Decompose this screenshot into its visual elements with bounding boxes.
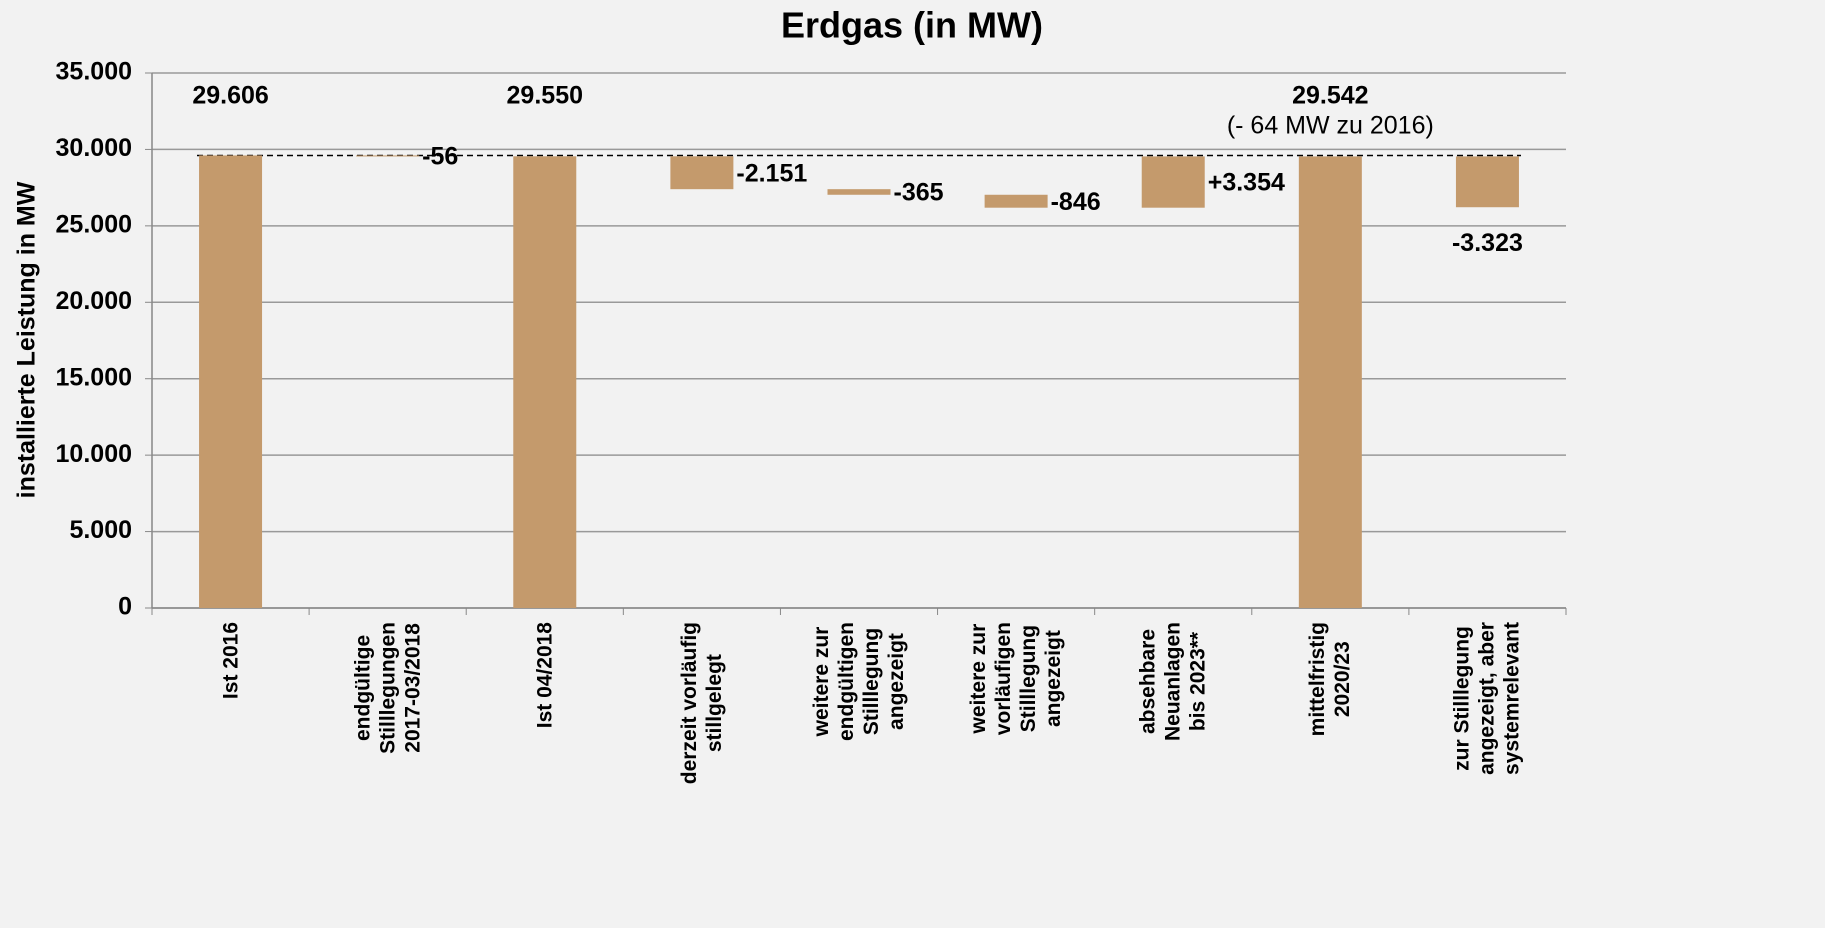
x-tick-label: Ist 2016 <box>219 622 243 700</box>
bar <box>1455 156 1519 208</box>
y-tick-label: 0 <box>118 593 132 621</box>
bar <box>827 189 891 195</box>
y-tick-label: 35.000 <box>56 58 132 86</box>
value-label: +3.354 <box>1208 169 1285 197</box>
x-tick-label: derzeit vorläufig stillgelegt <box>677 622 726 785</box>
value-label: 29.542 <box>1292 82 1368 110</box>
bar <box>513 156 577 609</box>
value-label: -365 <box>894 179 944 207</box>
value-label: 29.550 <box>507 82 583 110</box>
value-label: -2.151 <box>736 159 807 187</box>
y-axis-label: installierte Leistung in MW <box>13 181 41 498</box>
bar <box>670 156 734 190</box>
y-tick-label: 25.000 <box>56 210 132 238</box>
x-tick-label: zur Stilllegung angezeigt, aber systemre… <box>1450 622 1524 775</box>
value-label: -3.323 <box>1452 229 1523 257</box>
x-tick-label: endgültige Stilllegungen 2017-03/2018 <box>351 622 425 754</box>
x-tick-label: mittelfristig 2020/23 <box>1306 622 1355 737</box>
bar <box>356 155 420 157</box>
y-tick-label: 30.000 <box>56 134 132 162</box>
y-tick-label: 20.000 <box>56 287 132 315</box>
bar <box>199 155 263 608</box>
x-tick-label: weitere zur endgültigen Stilllegung ange… <box>810 622 908 741</box>
x-tick-label: weitere zur vorläufigen Stilllegung ange… <box>967 622 1066 736</box>
y-tick-label: 5.000 <box>69 516 132 544</box>
bar <box>1298 156 1362 608</box>
value-label: -846 <box>1051 188 1101 216</box>
chart-title: Erdgas (in MW) <box>781 5 1043 46</box>
y-tick-label: 10.000 <box>56 440 132 468</box>
bar <box>984 194 1048 208</box>
annotation: (- 64 MW zu 2016) <box>1227 112 1434 140</box>
y-tick-label: 15.000 <box>56 363 132 391</box>
value-label: -56 <box>422 142 458 170</box>
bar <box>1141 156 1205 208</box>
value-label: 29.606 <box>192 82 268 110</box>
x-tick-label: absehbare Neuanlagen bis 2023** <box>1136 622 1210 742</box>
x-tick-label: Ist 04/2018 <box>533 622 557 729</box>
